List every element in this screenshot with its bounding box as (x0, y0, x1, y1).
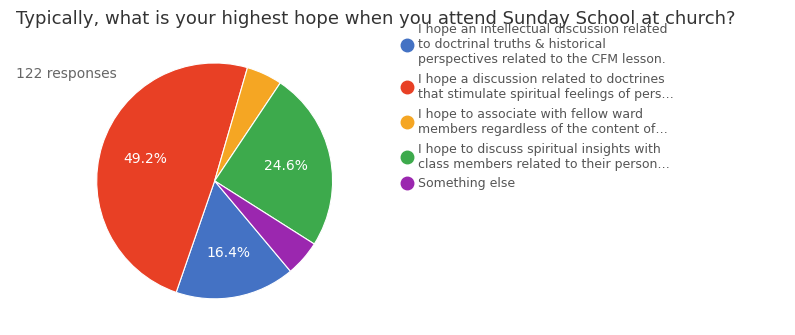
Legend: I hope an intellectual discussion related
to doctrinal truths & historical
persp: I hope an intellectual discussion relate… (404, 23, 673, 191)
Text: 122 responses: 122 responses (16, 67, 117, 81)
Text: 49.2%: 49.2% (123, 152, 167, 166)
Text: Typically, what is your highest hope when you attend Sunday School at church?: Typically, what is your highest hope whe… (16, 10, 735, 28)
Text: 16.4%: 16.4% (206, 246, 250, 260)
Wedge shape (215, 68, 281, 181)
Wedge shape (215, 181, 314, 271)
Text: 24.6%: 24.6% (264, 159, 308, 173)
Wedge shape (176, 181, 290, 299)
Wedge shape (215, 83, 332, 244)
Wedge shape (97, 63, 247, 292)
